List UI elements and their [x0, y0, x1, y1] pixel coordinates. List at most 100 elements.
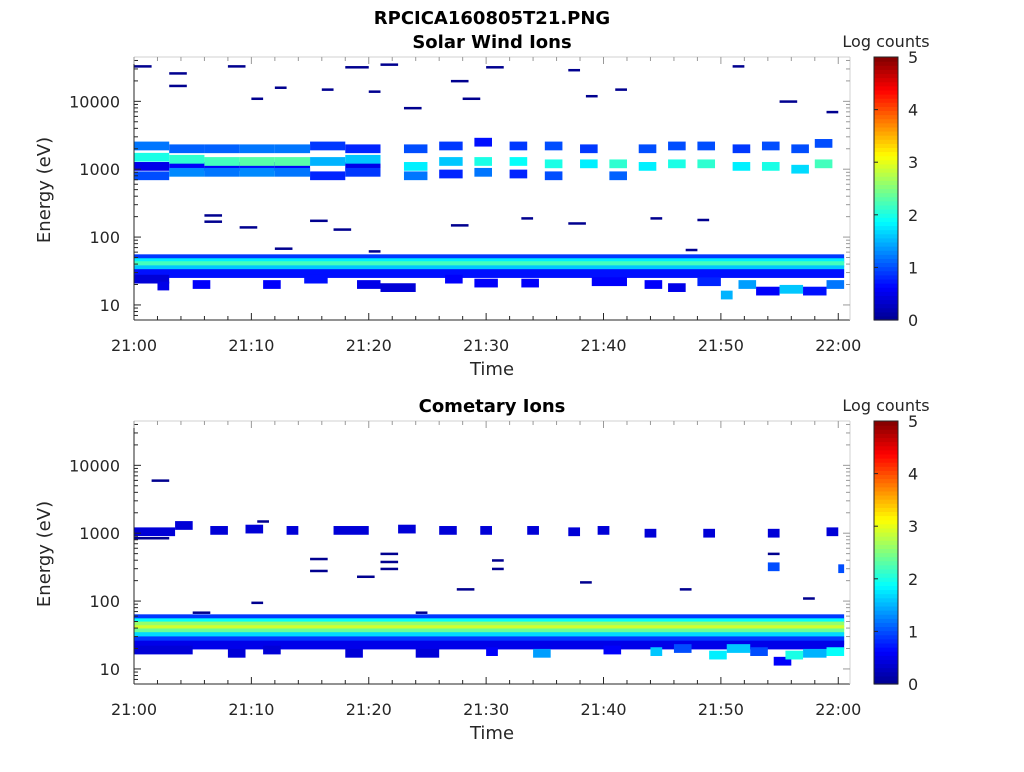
y-tick-label: 1000 — [79, 160, 120, 179]
heatmap-cell — [480, 526, 492, 535]
colorbar-segment — [874, 441, 898, 447]
heatmap-cell — [544, 159, 563, 169]
colorbar-segment — [874, 241, 898, 247]
colorbar-segment — [874, 283, 898, 288]
heatmap-cell — [263, 280, 281, 289]
heatmap-cell — [803, 286, 827, 296]
colorbar-segment — [874, 540, 898, 545]
x-tick-label: 21:40 — [580, 700, 626, 719]
heatmap-cell — [826, 527, 839, 537]
colorbar-segment — [874, 494, 898, 500]
count-mark — [615, 88, 627, 91]
colorbar-segment — [874, 233, 898, 239]
count-mark — [274, 247, 293, 250]
heatmap-cell — [380, 283, 416, 292]
heatmap-cell — [445, 274, 463, 284]
count-mark — [779, 100, 798, 103]
heatmap-cell — [310, 157, 346, 166]
colorbar-segment — [874, 474, 898, 480]
heatmap-cell — [204, 162, 240, 171]
colorbar-segment — [874, 102, 898, 107]
heatmap-cell — [274, 144, 311, 154]
heatmap-cell — [474, 157, 492, 166]
heatmap-cell — [697, 159, 716, 169]
count-mark — [697, 218, 710, 222]
colorbar-segment — [874, 61, 898, 66]
heatmap-cell — [773, 656, 792, 666]
heatmap-cell — [415, 648, 440, 658]
count-mark — [169, 84, 187, 88]
colorbar-segment — [874, 597, 898, 603]
colorbar-segment — [874, 667, 898, 673]
colorbar-segment — [874, 307, 898, 313]
colorbar-segment — [874, 130, 898, 136]
colorbar-segment — [874, 568, 898, 574]
colorbar-segment — [874, 655, 898, 660]
colorbar-segment — [874, 65, 898, 70]
x-tick-label: 21:40 — [580, 336, 626, 355]
heatmap-cell — [474, 278, 498, 288]
colorbar-segment — [874, 237, 898, 243]
colorbar-segment — [874, 85, 898, 91]
colorbar-segment — [874, 421, 898, 426]
colorbar-segment — [874, 544, 898, 549]
count-mark — [486, 66, 504, 69]
heatmap-cell — [398, 524, 416, 534]
colorbar-segment — [874, 585, 898, 591]
x-tick-label: 21:50 — [698, 700, 744, 719]
heatmap-cell — [761, 162, 780, 171]
heatmap-cell — [210, 526, 228, 535]
count-mark — [310, 557, 328, 561]
count-mark — [492, 559, 504, 562]
colorbar-segment — [874, 486, 898, 492]
heatmap-cell — [791, 144, 809, 154]
heatmap-cell — [345, 648, 363, 658]
y-tick-label: 10000 — [69, 456, 120, 475]
count-mark — [204, 214, 223, 217]
count-mark — [568, 222, 586, 225]
heatmap-cell — [227, 648, 246, 658]
colorbar-segment — [874, 69, 898, 75]
colorbar-frame — [873, 420, 899, 685]
heatmap-cell — [169, 162, 205, 171]
colorbar-segment — [874, 560, 898, 566]
heatmap-cell — [644, 528, 657, 538]
count-mark — [585, 94, 598, 98]
heatmap-cell — [838, 564, 845, 574]
colorbar-segment — [874, 634, 898, 640]
colorbar-segment — [874, 147, 898, 153]
colorbar-segment — [874, 188, 898, 194]
heatmap-cell — [403, 144, 428, 154]
heatmap-cell — [286, 526, 299, 535]
colorbar-segment — [874, 589, 898, 595]
heatmap-cell — [767, 562, 780, 572]
y-tick-label: 100 — [89, 228, 120, 247]
heatmap-cell — [157, 281, 170, 291]
count-mark — [368, 250, 381, 253]
colorbar-segment — [874, 57, 898, 62]
heatmap-cell — [263, 645, 281, 655]
heatmap-cell — [814, 139, 833, 148]
colorbar-tick-label: 2 — [908, 570, 918, 589]
heatmap-cell — [134, 527, 176, 537]
heatmap-cell — [597, 526, 610, 535]
heatmap-cell — [732, 162, 751, 171]
heatmap-cell — [134, 645, 193, 655]
count-mark — [767, 552, 780, 556]
heatmap-cell — [544, 141, 563, 151]
colorbar-segment — [874, 675, 898, 681]
count-mark — [415, 611, 428, 614]
colorbar-segment — [874, 556, 898, 562]
heatmap-cell — [726, 644, 751, 653]
heatmap-cell — [732, 144, 751, 154]
heatmap-cell — [274, 157, 311, 166]
colorbar-tick-label: 5 — [908, 48, 918, 67]
colorbar-tick-label: 3 — [908, 153, 918, 172]
heatmap-cell — [204, 144, 240, 154]
heatmap-cell — [580, 159, 598, 169]
heatmap-cell — [509, 157, 528, 166]
colorbar-segment — [874, 647, 898, 652]
heatmap-cell — [750, 647, 768, 656]
